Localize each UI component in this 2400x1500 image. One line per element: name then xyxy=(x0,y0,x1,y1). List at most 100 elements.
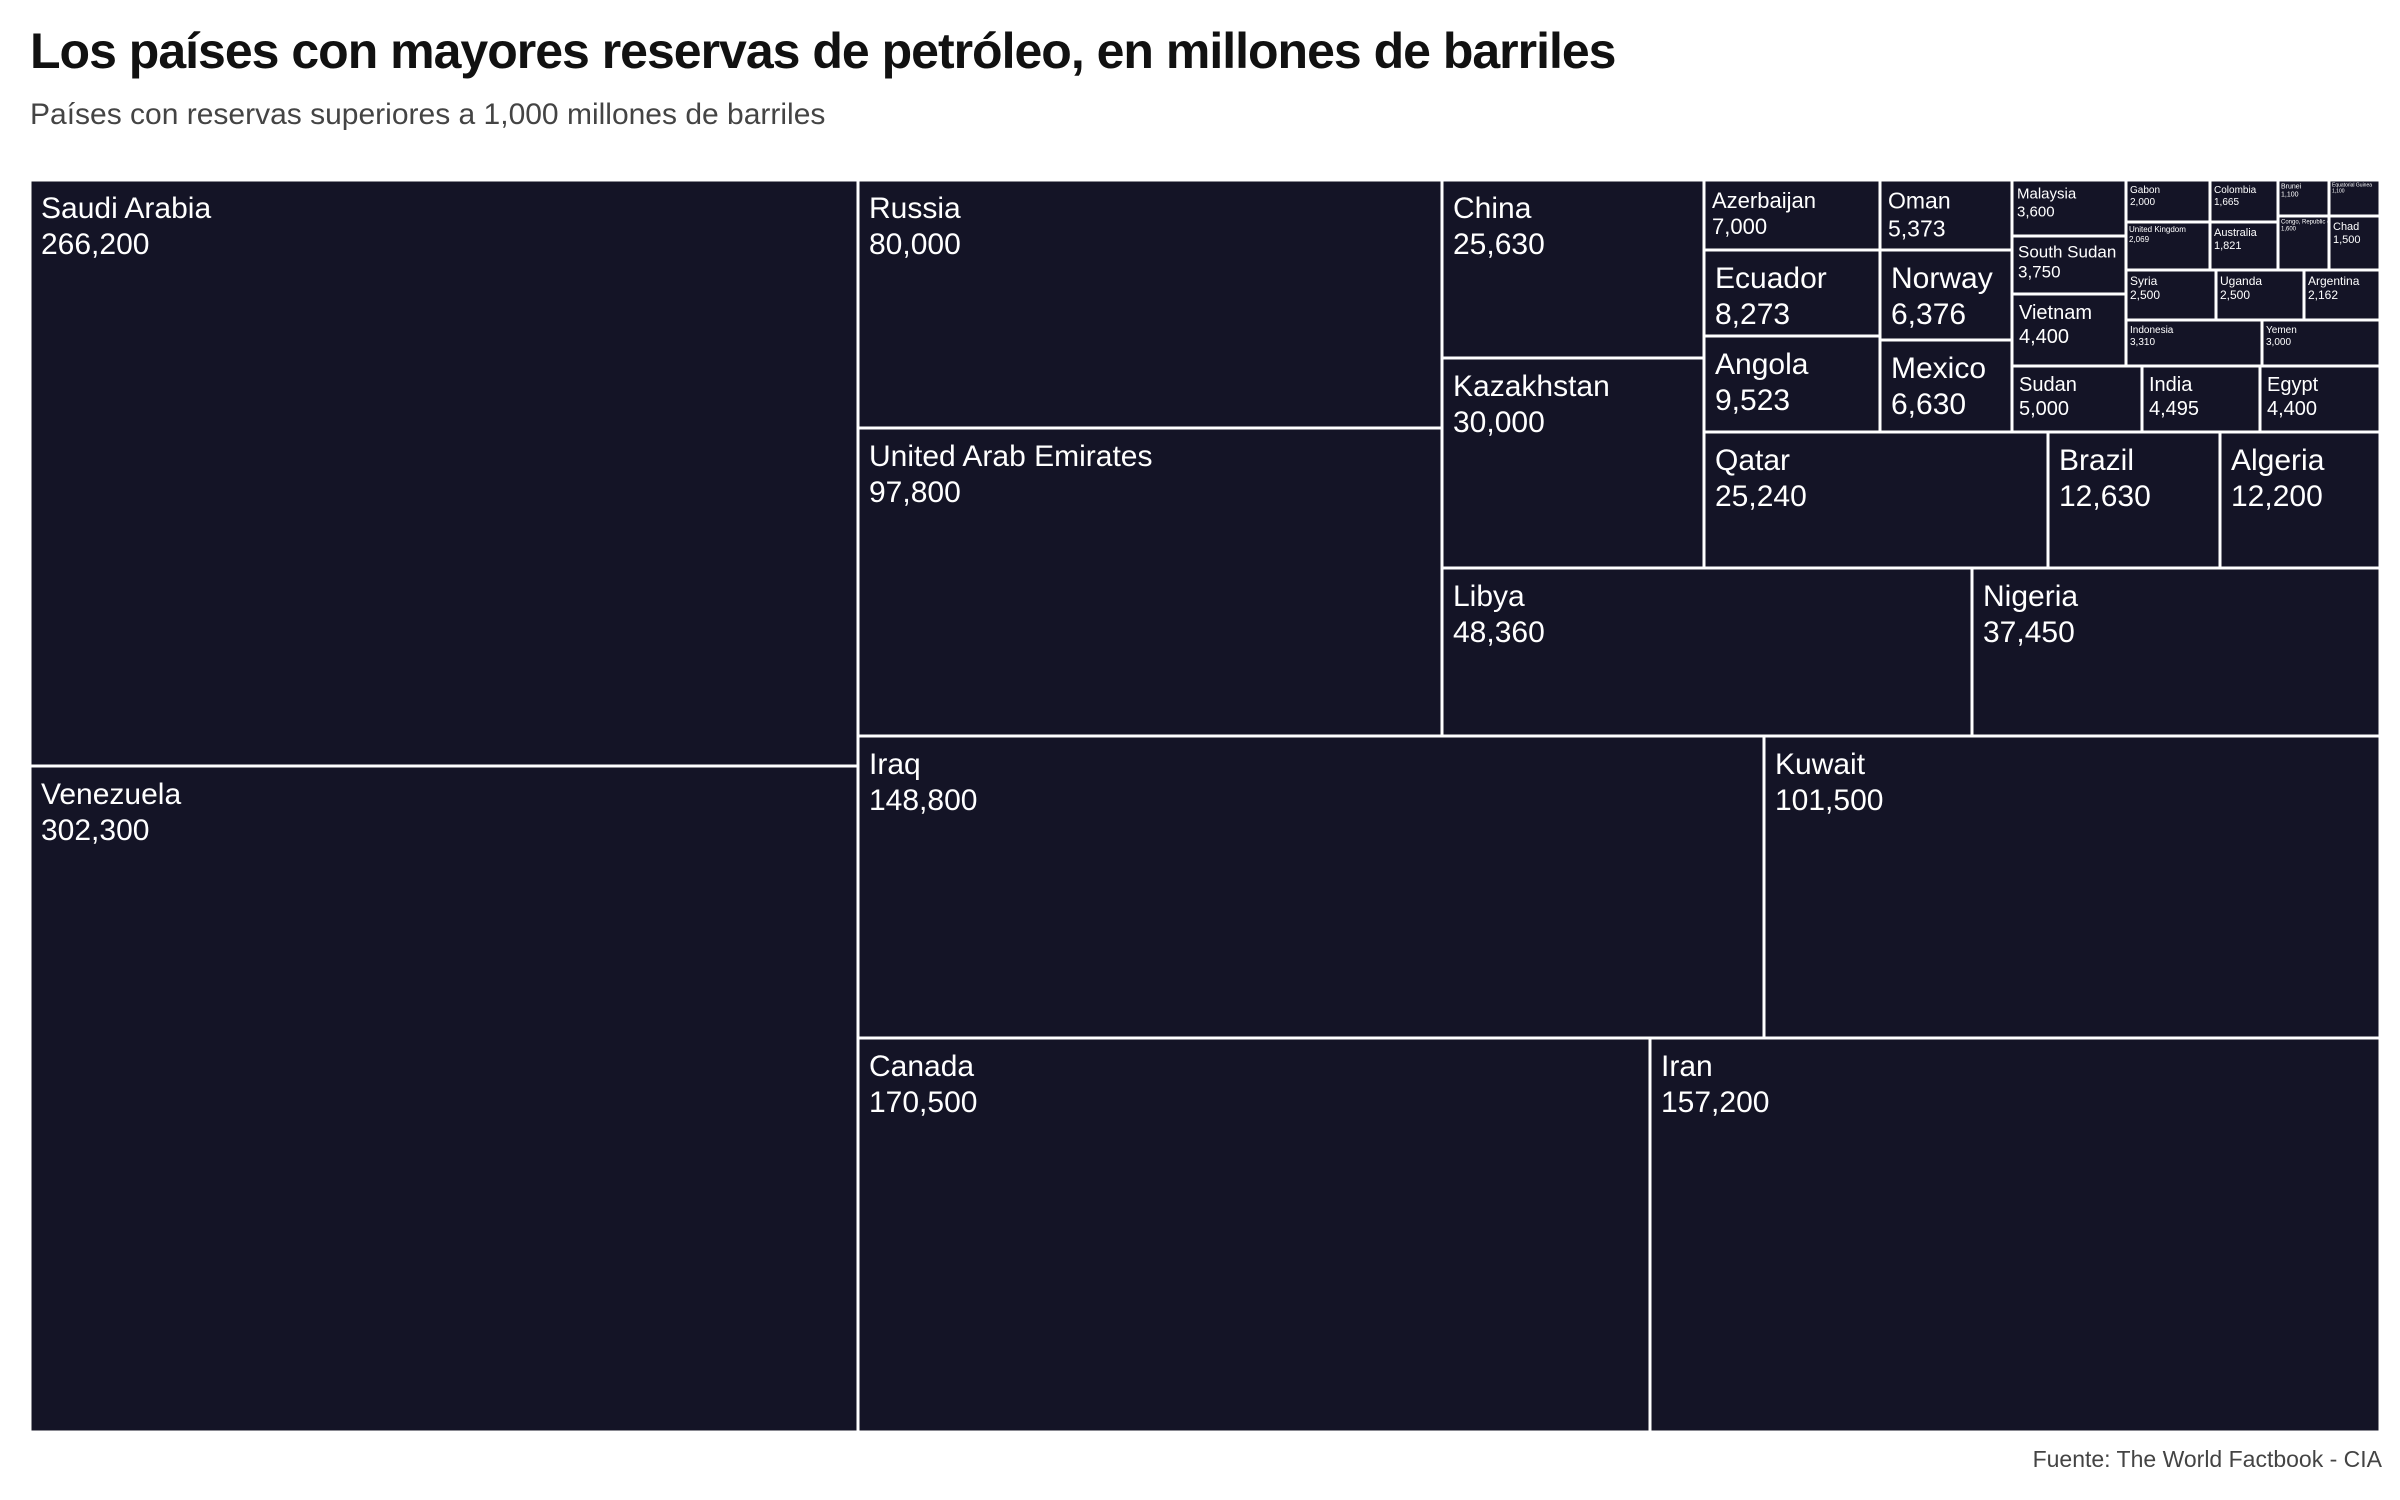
treemap-label-value: 302,300 xyxy=(41,814,149,847)
treemap-label-name: Kuwait xyxy=(1775,748,1866,781)
treemap-label-name: United Kingdom xyxy=(2129,225,2186,234)
treemap-label-name: India xyxy=(2149,374,2193,396)
treemap-rect xyxy=(2013,367,2141,431)
treemap-label-name: Uganda xyxy=(2220,274,2262,288)
treemap-label-name: Iran xyxy=(1661,1050,1713,1083)
treemap-label-name: Syria xyxy=(2130,274,2158,288)
treemap-label-value: 25,630 xyxy=(1453,228,1545,261)
treemap-label-name: Brazil xyxy=(2059,444,2134,477)
treemap-rect xyxy=(2013,295,2125,365)
treemap-rect xyxy=(2143,367,2259,431)
source-note: Fuente: The World Factbook - CIA xyxy=(2032,1446,2382,1472)
treemap-label-value: 266,200 xyxy=(41,228,149,261)
treemap-label-value: 37,450 xyxy=(1983,616,2075,649)
treemap-label-value: 48,360 xyxy=(1453,616,1545,649)
treemap-label-name: Argentina xyxy=(2308,274,2360,288)
treemap-label-name: Oman xyxy=(1888,188,1951,214)
treemap-label-value: 157,200 xyxy=(1661,1086,1769,1119)
treemap-rect xyxy=(2127,321,2261,365)
treemap-rect xyxy=(1705,433,2047,567)
treemap-label-value: 4,495 xyxy=(2149,398,2199,420)
treemap-rect xyxy=(2049,433,2219,567)
chart-title: Los países con mayores reservas de petró… xyxy=(30,23,1616,79)
treemap-label-name: Libya xyxy=(1453,580,1525,613)
treemap-label-name: Vietnam xyxy=(2019,302,2092,324)
treemap-rect xyxy=(859,737,1763,1037)
treemap-label-name: Chad xyxy=(2333,221,2359,233)
treemap-label-name: Algeria xyxy=(2231,444,2325,477)
treemap-label-name: Indonesia xyxy=(2130,325,2174,336)
treemap-label-value: 1,500 xyxy=(2333,234,2361,246)
treemap-label-name: Colombia xyxy=(2214,185,2257,196)
treemap-rect xyxy=(1705,337,1879,431)
treemap-rect xyxy=(1651,1039,2379,1431)
treemap-label-name: Yemen xyxy=(2266,325,2297,336)
treemap-rect xyxy=(2127,271,2215,319)
treemap-label-value: 3,310 xyxy=(2130,337,2155,348)
treemap-rect xyxy=(2330,217,2379,269)
treemap-label-name: Sudan xyxy=(2019,374,2077,396)
treemap-label-name: Australia xyxy=(2214,227,2258,239)
treemap-label-name: Canada xyxy=(869,1050,974,1083)
treemap-label-name: Russia xyxy=(869,192,961,225)
treemap-label-name: Egypt xyxy=(2267,374,2319,396)
treemap-rect xyxy=(1765,737,2379,1037)
treemap-label-name: China xyxy=(1453,192,1532,225)
treemap-label-value: 6,630 xyxy=(1891,388,1966,421)
treemap-label-name: Brunei xyxy=(2281,183,2302,190)
treemap-rect xyxy=(1881,181,2011,249)
treemap-label-value: 7,000 xyxy=(1712,214,1767,239)
treemap-label-value: 1,100 xyxy=(2332,189,2345,195)
treemap-label-value: 80,000 xyxy=(869,228,961,261)
treemap-label-value: 97,800 xyxy=(869,476,961,509)
treemap-rect xyxy=(1443,569,1971,735)
treemap-rect xyxy=(2279,217,2328,269)
treemap-label-name: Iraq xyxy=(869,748,921,781)
treemap-label-value: 9,523 xyxy=(1715,384,1790,417)
treemap-label-name: United Arab Emirates xyxy=(869,440,1152,473)
treemap-rect xyxy=(2013,181,2125,235)
treemap-label-value: 2,000 xyxy=(2130,197,2155,208)
treemap-label-name: Kazakhstan xyxy=(1453,370,1610,403)
treemap-label-value: 1,100 xyxy=(2281,192,2299,199)
treemap-label-name: Nigeria xyxy=(1983,580,2078,613)
treemap-label-value: 1,821 xyxy=(2214,240,2242,252)
treemap-tile-south-sudan: South Sudan 3,750 xyxy=(2013,237,2125,293)
treemap-rect xyxy=(2013,237,2125,293)
treemap-label-value: 5,000 xyxy=(2019,398,2069,420)
treemap-rect xyxy=(1881,341,2011,431)
treemap-rect xyxy=(2261,367,2379,431)
treemap-label-value: 101,500 xyxy=(1775,784,1883,817)
treemap-rect xyxy=(1881,251,2011,339)
treemap-rect xyxy=(1705,181,1879,249)
treemap-rect xyxy=(1973,569,2379,735)
treemap-rect xyxy=(2279,181,2328,215)
